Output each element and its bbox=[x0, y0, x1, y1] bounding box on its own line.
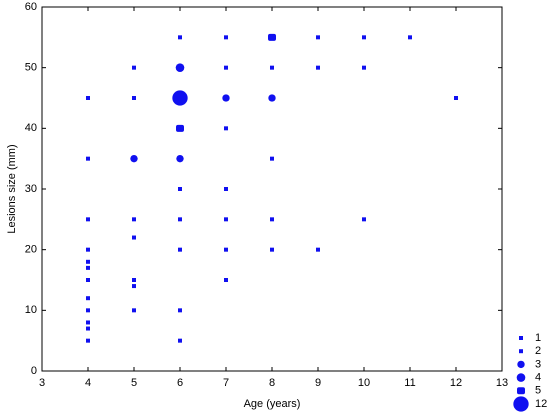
data-point bbox=[224, 217, 228, 222]
y-tick-label: 10 bbox=[25, 304, 37, 316]
data-point bbox=[362, 217, 366, 222]
data-point bbox=[86, 338, 90, 343]
legend-label: 3 bbox=[535, 358, 541, 370]
x-tick-label: 3 bbox=[39, 377, 45, 389]
legend-label: 12 bbox=[535, 398, 547, 410]
legend-label: 1 bbox=[535, 332, 541, 344]
data-point bbox=[132, 235, 136, 240]
data-point bbox=[86, 96, 90, 100]
x-tick-label: 12 bbox=[450, 377, 462, 389]
data-point bbox=[270, 217, 274, 222]
y-tick-label: 20 bbox=[25, 244, 37, 256]
data-point bbox=[86, 296, 90, 301]
data-point bbox=[270, 247, 274, 252]
y-axis-title: Lesions size (mm) bbox=[6, 144, 18, 233]
data-point bbox=[224, 278, 228, 282]
data-point bbox=[224, 65, 228, 70]
x-tick-label: 10 bbox=[358, 377, 370, 389]
data-point bbox=[178, 338, 182, 343]
legend-marker bbox=[519, 349, 523, 354]
y-tick-label: 60 bbox=[25, 1, 37, 13]
data-point bbox=[132, 217, 136, 222]
legend-marker bbox=[513, 396, 529, 412]
data-point bbox=[362, 35, 366, 40]
y-tick-label: 0 bbox=[31, 365, 37, 377]
data-point bbox=[178, 308, 182, 313]
data-point bbox=[176, 154, 184, 163]
data-point bbox=[316, 35, 320, 40]
data-point bbox=[86, 247, 90, 252]
legend-marker bbox=[519, 336, 523, 340]
data-point bbox=[178, 35, 182, 40]
legend-marker bbox=[516, 373, 526, 382]
legend-marker bbox=[517, 387, 525, 395]
data-point bbox=[316, 247, 320, 252]
y-tick-label: 40 bbox=[25, 122, 37, 134]
legend-marker bbox=[517, 360, 525, 369]
x-tick-label: 8 bbox=[269, 377, 275, 389]
data-point bbox=[224, 35, 228, 40]
data-point bbox=[178, 217, 182, 222]
x-tick-label: 9 bbox=[315, 377, 321, 389]
x-tick-label: 4 bbox=[85, 377, 91, 389]
x-tick-label: 7 bbox=[223, 377, 229, 389]
data-point bbox=[172, 90, 188, 106]
data-point bbox=[132, 308, 136, 313]
data-point bbox=[132, 278, 136, 282]
x-axis-title: Age (years) bbox=[244, 398, 301, 410]
legend-label: 5 bbox=[535, 385, 541, 397]
x-tick-label: 11 bbox=[404, 377, 415, 389]
data-point bbox=[362, 65, 366, 70]
y-tick-label: 50 bbox=[25, 62, 37, 74]
x-tick-label: 5 bbox=[131, 377, 137, 389]
data-point bbox=[86, 326, 90, 331]
data-point bbox=[224, 126, 228, 131]
data-point bbox=[224, 247, 228, 252]
data-point bbox=[270, 156, 274, 161]
data-point bbox=[270, 65, 274, 70]
plot-frame bbox=[41, 6, 503, 372]
data-point bbox=[224, 187, 228, 191]
data-point bbox=[268, 94, 276, 102]
data-point bbox=[454, 96, 458, 100]
data-point bbox=[86, 265, 90, 270]
y-tick-label: 30 bbox=[25, 183, 37, 195]
data-point bbox=[178, 187, 182, 191]
data-point bbox=[316, 65, 320, 70]
data-point bbox=[86, 320, 90, 325]
data-point bbox=[86, 217, 90, 222]
legend-label: 4 bbox=[535, 372, 541, 384]
data-point bbox=[132, 284, 136, 289]
legend-label: 2 bbox=[535, 345, 541, 357]
data-point bbox=[268, 33, 276, 41]
data-point bbox=[132, 96, 136, 100]
x-tick-label: 6 bbox=[177, 377, 183, 389]
data-point bbox=[222, 94, 230, 102]
data-point bbox=[176, 124, 184, 132]
data-point bbox=[86, 278, 90, 282]
x-tick-label: 13 bbox=[496, 377, 508, 389]
data-point bbox=[130, 154, 138, 163]
data-point bbox=[86, 156, 90, 161]
data-point bbox=[175, 63, 185, 72]
data-point bbox=[132, 65, 136, 70]
data-point bbox=[408, 35, 412, 40]
data-point bbox=[178, 247, 182, 252]
data-point bbox=[86, 259, 90, 264]
data-point bbox=[86, 308, 90, 313]
